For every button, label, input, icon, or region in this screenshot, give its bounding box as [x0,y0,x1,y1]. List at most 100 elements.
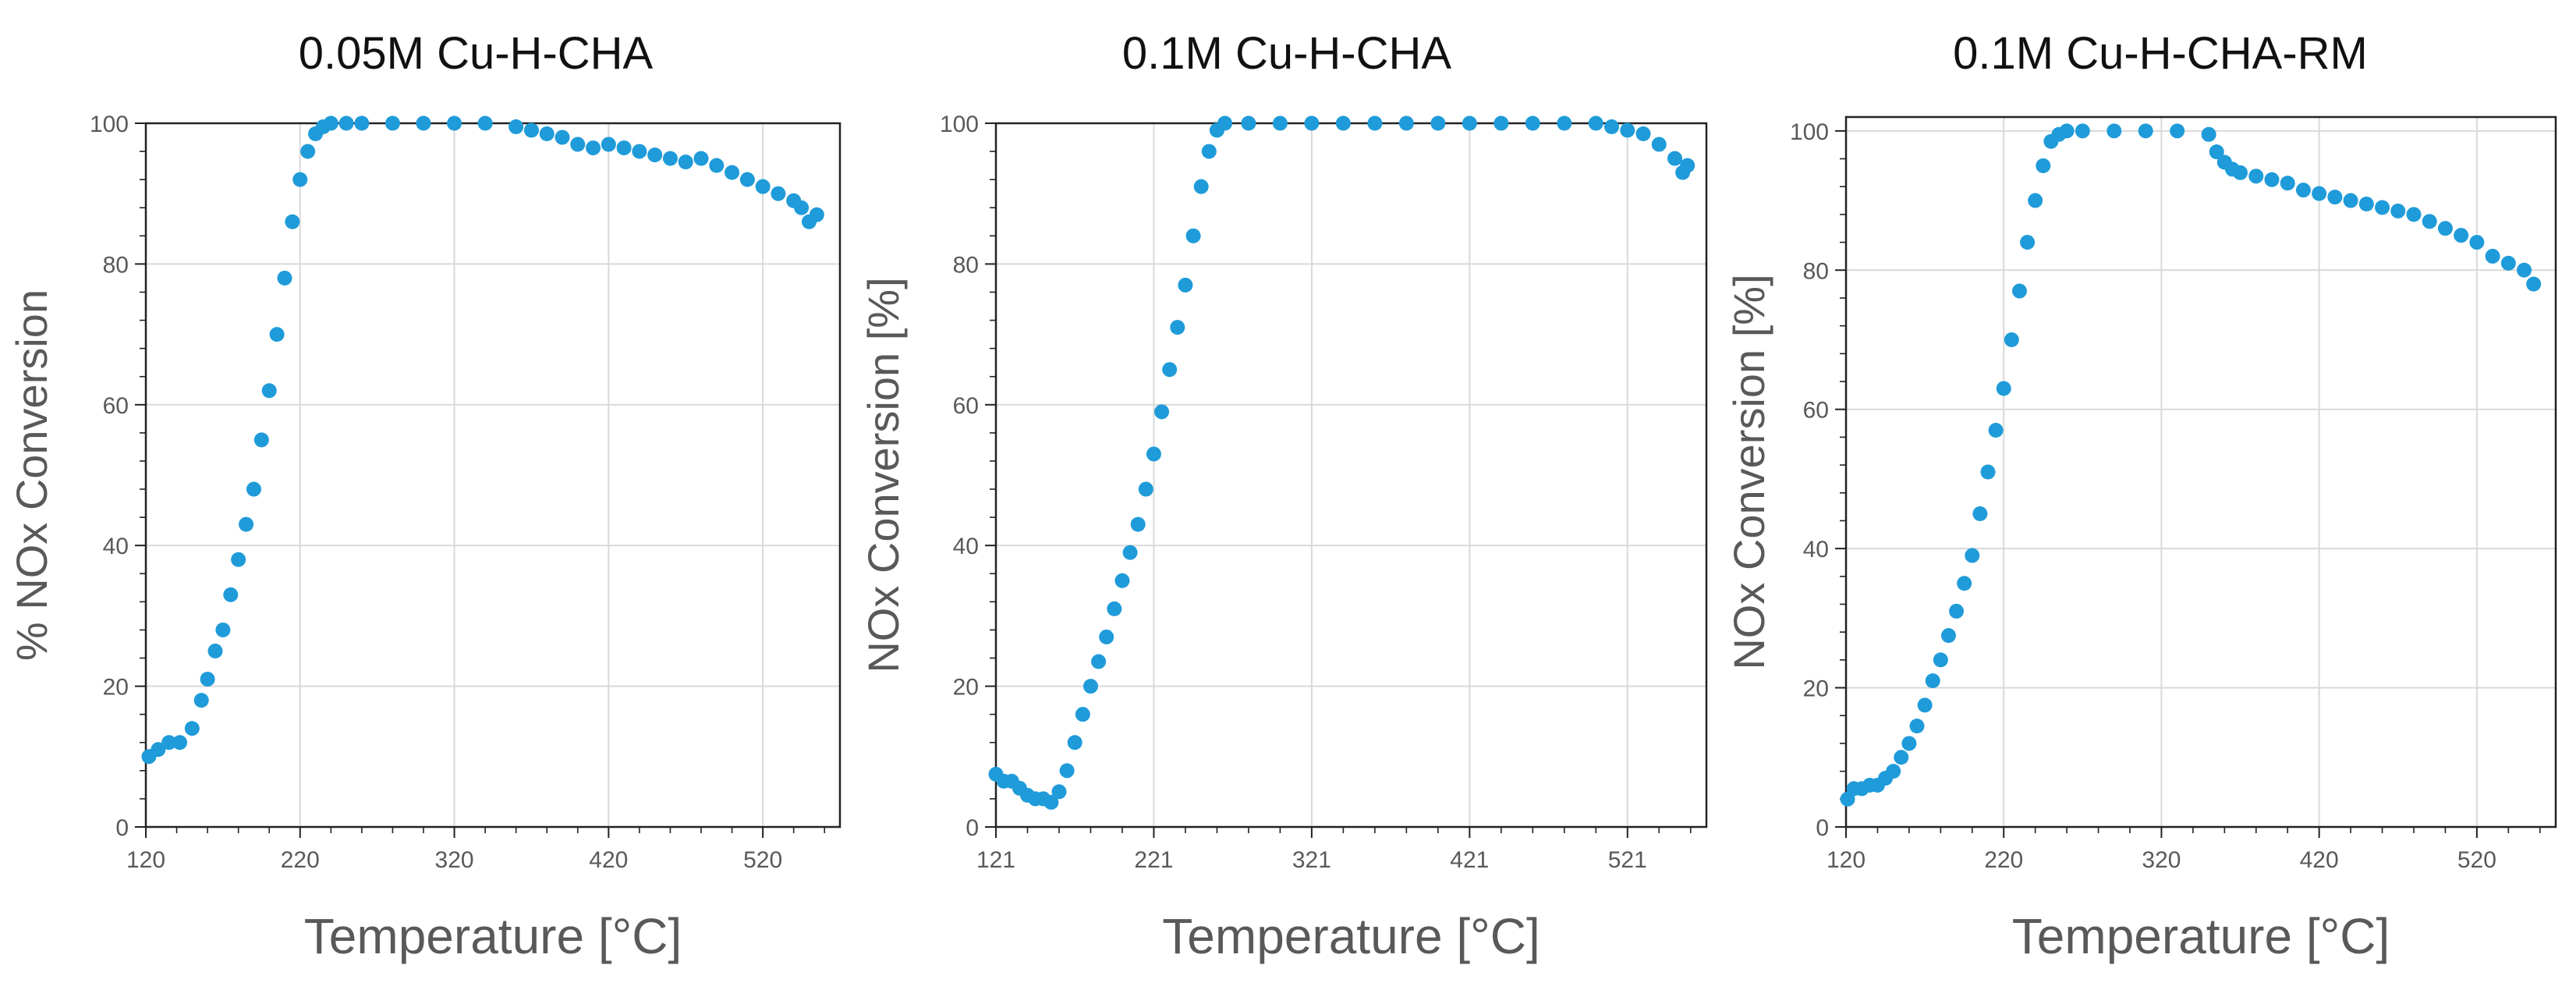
data-point [223,587,239,602]
data-point [2036,158,2051,173]
data-point [1398,115,1414,131]
data-point [2280,176,2295,191]
y-tick-label: 0 [966,815,979,841]
y-tick-label: 20 [103,675,129,701]
data-point [1335,115,1351,131]
x-tick-label: 421 [1450,847,1489,873]
data-point [231,552,246,567]
data-point [755,179,771,194]
y-tick-label: 40 [103,534,129,559]
data-point [151,742,166,758]
chart-panel-1: 0.05M Cu-H-CHA 120 220 320 420 520 0 20 40 60 80 10… [7,28,842,964]
data-point [1146,446,1161,462]
data-point [1178,277,1193,293]
data-point [1980,464,1996,480]
x-tick-label: 120 [126,847,165,873]
data-point [693,151,709,166]
x-tick-label: 220 [281,847,320,873]
y-tick-label: 100 [90,112,129,137]
data-point [1557,115,1572,131]
x-axis-label: Temperature [°C] [1162,908,1540,964]
y-axis-label: % NOx Conversion [7,289,56,661]
data-point [647,147,663,163]
y-tick-label: 100 [940,112,979,137]
data-series-1 [141,115,824,765]
x-tick-label: 420 [589,847,628,873]
data-point [1909,719,1925,734]
data-point [662,151,678,166]
data-point [1972,506,1988,522]
y-tick-label: 80 [953,252,979,278]
data-point [1044,794,1059,810]
data-point [193,693,209,708]
data-point [523,122,539,138]
data-point [1051,784,1067,800]
data-point [1075,707,1090,722]
data-point [1193,179,1209,194]
data-point [292,172,308,187]
data-point [1114,573,1130,588]
x-tick-label: 520 [2457,847,2496,873]
data-point [1107,601,1122,616]
y-axis-label: NOx Conversion [%] [859,277,908,672]
data-point [2011,283,2027,299]
data-point [1091,654,1107,669]
data-point [2375,200,2390,215]
data-point [1430,115,1446,131]
data-point [285,214,300,229]
x-tick-label: 521 [1608,847,1647,873]
data-point [246,481,261,497]
data-series-1 [1840,123,2542,807]
data-point [1201,144,1217,159]
data-point [1059,763,1075,779]
data-point [2469,235,2485,250]
data-point [323,115,338,131]
data-point [2020,235,2036,250]
data-point [1525,115,1540,131]
y-tick-label: 60 [953,393,979,419]
data-point [1494,115,1509,131]
data-point [1185,228,1201,243]
x-tick-label: 520 [743,847,782,873]
y-tick-label: 100 [1790,119,1829,145]
data-point [1894,750,1909,765]
data-point [161,735,177,750]
data-point [384,115,400,131]
chart-title: 0.1M Cu-H-CHA-RM [1953,28,2368,79]
data-point [1965,548,1980,563]
y-axis-label: NOx Conversion [%] [1724,274,1773,669]
data-point [539,126,555,142]
y-tick-label: 60 [1803,398,1829,424]
data-point [2209,144,2224,160]
data-point [1099,629,1114,644]
data-point [1122,545,1138,560]
data-point [1588,115,1603,131]
data-point [2437,221,2453,236]
data-series-1 [988,115,1695,810]
data-point [586,140,601,156]
data-point [616,140,632,156]
data-point [1949,603,1965,619]
x-tick-label: 120 [1827,847,1866,873]
data-point [1462,115,1477,131]
data-point [555,130,570,145]
x-tick-label: 221 [1134,847,1173,873]
data-point [2248,169,2264,184]
data-point [1940,628,1956,644]
data-point [2526,276,2542,292]
data-point [277,270,292,286]
data-point [2059,123,2075,139]
y-tick-label: 40 [1803,537,1829,562]
chart-panel-3: 0.1M Cu-H-CHA-RM 120 220 320 420 520 0 20 40 60 80… [1724,28,2557,964]
data-point [1996,381,2011,396]
chart-panel-2: 0.1M Cu-H-CHA 121 221 321 421 521 0 20 40 60 80 100… [859,28,1708,964]
data-point [678,154,693,170]
y-tick-label: 0 [1816,815,1829,841]
data-point [2343,193,2358,208]
data-point [1933,652,1948,668]
x-axis-label: Temperature [°C] [2012,908,2390,964]
data-point [2170,123,2185,139]
data-point [2028,193,2043,208]
data-point [508,119,524,135]
